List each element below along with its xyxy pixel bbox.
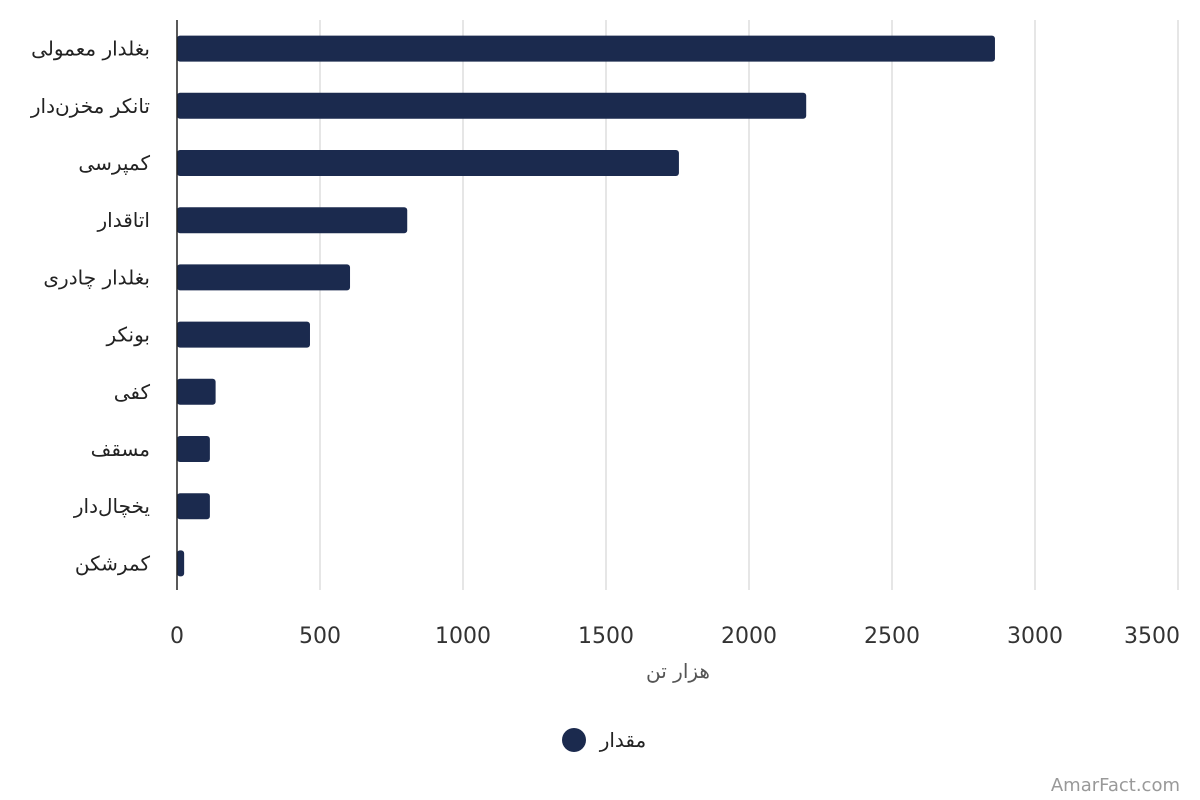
x-tick-label: 3000 xyxy=(1007,624,1063,649)
legend[interactable]: مقدار xyxy=(562,728,646,752)
bar[interactable] xyxy=(177,493,210,520)
x-axis-title: هزار تن xyxy=(646,659,710,683)
bar[interactable] xyxy=(177,321,310,348)
category-label: بغلدار چادری xyxy=(43,265,150,289)
category-label: کفی xyxy=(114,380,151,404)
bar[interactable] xyxy=(177,550,185,577)
category-label: تانکر مخزن‌دار xyxy=(30,94,150,118)
bars xyxy=(177,35,995,577)
legend-marker xyxy=(562,728,586,752)
legend-label: مقدار xyxy=(599,728,647,752)
category-labels: بغلدار معمولی تانکر مخزن‌دار کمپرسی اتاقدار… xyxy=(30,37,151,576)
source-credit: AmarFact.com xyxy=(1051,775,1180,796)
category-label: بغلدار معمولی xyxy=(31,37,150,61)
bar[interactable] xyxy=(177,92,807,119)
category-label: یخچال‌دار xyxy=(73,494,150,518)
category-label: کمرشکن xyxy=(75,551,151,575)
bar[interactable] xyxy=(177,264,351,291)
x-tick-label: 3500 xyxy=(1124,624,1180,649)
bar[interactable] xyxy=(177,207,408,234)
x-tick-label: 1500 xyxy=(578,624,634,649)
x-tick-label: 0 xyxy=(170,624,184,649)
category-label: کمپرسی xyxy=(78,151,150,176)
x-tick-label: 2500 xyxy=(864,624,920,649)
x-tick-label: 500 xyxy=(299,624,341,649)
bar[interactable] xyxy=(177,150,679,176)
bar[interactable] xyxy=(177,436,210,462)
bar[interactable] xyxy=(177,378,216,405)
x-tick-label: 1000 xyxy=(435,624,491,649)
bar[interactable] xyxy=(177,35,995,62)
x-tick-label: 2000 xyxy=(721,624,777,649)
x-tick-labels: 0 500 1000 1500 2000 2500 3000 3500 xyxy=(170,624,1180,649)
category-label: اتاقدار xyxy=(97,208,151,232)
category-label: مسقف xyxy=(91,437,150,461)
category-label: بونکر xyxy=(105,323,150,347)
